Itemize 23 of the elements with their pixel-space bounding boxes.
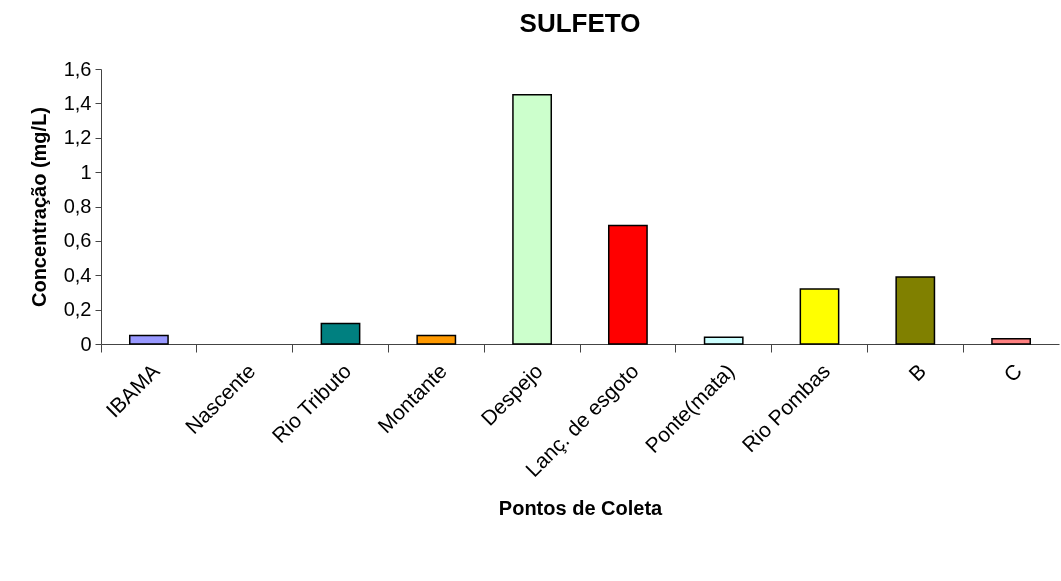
x-tick-label: C	[998, 359, 1026, 387]
y-tick-label: 1,2	[63, 126, 92, 149]
bar	[703, 336, 744, 345]
y-tick-label: 1,4	[63, 91, 92, 114]
y-tick-label: 0	[80, 332, 92, 355]
bar	[607, 224, 648, 345]
y-tick-label: 0,8	[63, 195, 92, 217]
y-tick-label: 0,2	[63, 298, 92, 321]
y-tick-label: 0,4	[63, 263, 92, 286]
y-tick-label: 1,6	[63, 57, 92, 80]
bar	[991, 338, 1032, 345]
y-axis-title: Concentração (mg/L)	[27, 106, 50, 308]
bar	[512, 94, 553, 345]
x-axis-title: Pontos de Coleta	[498, 497, 664, 520]
bar	[128, 334, 169, 345]
bar	[320, 322, 361, 345]
bar	[895, 276, 936, 345]
bar	[416, 334, 457, 345]
bar	[799, 288, 840, 345]
chart-title: SULFETO	[519, 8, 641, 38]
y-tick-label: 1	[80, 160, 92, 183]
x-tick-label: B	[903, 359, 931, 386]
y-tick-label: 0,6	[63, 229, 92, 252]
